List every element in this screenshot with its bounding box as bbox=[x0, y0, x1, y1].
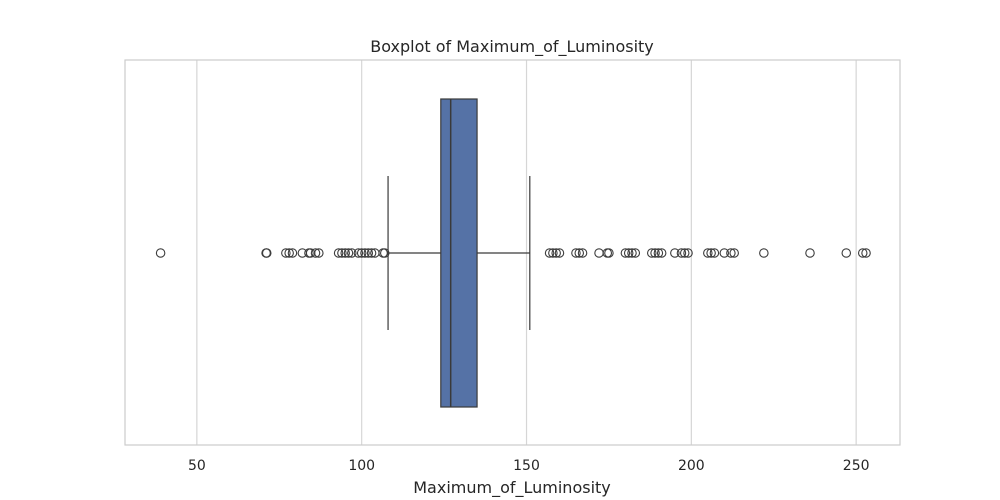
outlier-point bbox=[261, 248, 272, 258]
outlier-point bbox=[805, 248, 815, 258]
outlier-point bbox=[683, 248, 693, 258]
outlier-point bbox=[630, 248, 641, 258]
outlier-point bbox=[310, 248, 321, 258]
outlier-point bbox=[544, 248, 555, 258]
outliers-group bbox=[155, 248, 871, 258]
x-tick-label: 100 bbox=[348, 458, 375, 474]
outlier-point bbox=[709, 248, 720, 258]
x-tick-label: 150 bbox=[513, 458, 540, 474]
outlier-point bbox=[363, 248, 374, 258]
outlier-point bbox=[574, 248, 585, 258]
outlier-point bbox=[571, 248, 581, 258]
outlier-point bbox=[366, 248, 377, 258]
outlier-point bbox=[653, 248, 664, 258]
outlier-point bbox=[356, 248, 367, 258]
outlier-point bbox=[656, 248, 667, 258]
outlier-point bbox=[620, 248, 631, 258]
outlier-point bbox=[333, 248, 344, 258]
outlier-point bbox=[343, 248, 354, 258]
outlier-point bbox=[703, 248, 713, 258]
chart-title: Boxplot of Maximum_of_Luminosity bbox=[370, 37, 654, 57]
iqr-box bbox=[440, 98, 478, 408]
outlier-point bbox=[281, 248, 291, 258]
outlier-point bbox=[380, 248, 390, 258]
outlier-point bbox=[551, 248, 561, 258]
outlier-point bbox=[719, 248, 730, 258]
x-tick-label: 200 bbox=[678, 458, 705, 474]
x-tick-label: 50 bbox=[188, 458, 206, 474]
outlier-point bbox=[155, 248, 166, 258]
x-tick-label: 250 bbox=[843, 458, 870, 474]
x-tick-labels: 50 100 150 200 250 bbox=[188, 458, 870, 474]
outlier-point bbox=[861, 248, 871, 258]
outlier-point bbox=[314, 248, 324, 258]
outlier-point bbox=[347, 248, 357, 258]
outlier-point bbox=[647, 248, 657, 258]
outlier-point bbox=[360, 248, 370, 258]
outlier-point bbox=[729, 248, 739, 258]
outlier-point bbox=[337, 248, 347, 258]
outlier-point bbox=[353, 248, 364, 258]
outlier-point bbox=[759, 248, 769, 258]
outlier-point bbox=[726, 248, 736, 258]
outlier-point bbox=[554, 248, 565, 258]
outlier-point bbox=[623, 248, 634, 258]
outlier-point bbox=[604, 248, 614, 258]
box-plot-group bbox=[387, 98, 531, 408]
outlier-point bbox=[287, 248, 298, 258]
x-axis-label: Maximum_of_Luminosity bbox=[413, 478, 611, 498]
outlier-point bbox=[548, 248, 558, 258]
outlier-point bbox=[679, 248, 690, 258]
outlier-point bbox=[706, 248, 716, 258]
outlier-point bbox=[841, 248, 852, 258]
outlier-point bbox=[670, 248, 680, 258]
outlier-point bbox=[650, 248, 660, 258]
outlier-point bbox=[577, 248, 588, 258]
outlier-point bbox=[340, 248, 350, 258]
outlier-point bbox=[284, 248, 294, 258]
outlier-point bbox=[627, 248, 637, 258]
outlier-point bbox=[676, 248, 687, 258]
outlier-point bbox=[594, 248, 604, 258]
plot-area-frame bbox=[124, 59, 901, 446]
outlier-point bbox=[857, 248, 868, 258]
